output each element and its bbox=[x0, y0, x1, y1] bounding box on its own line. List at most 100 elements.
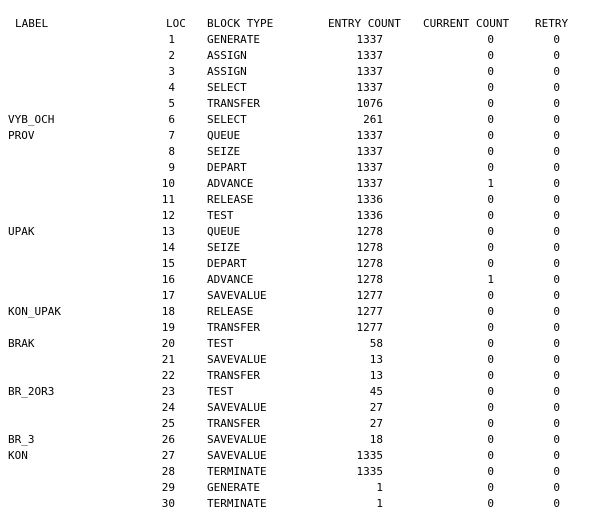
retry-count: 0 bbox=[553, 257, 560, 270]
entry-count: 45 bbox=[369, 385, 383, 398]
block-loc: 22 bbox=[161, 369, 175, 382]
entry-count: 1337 bbox=[356, 81, 384, 94]
entry-count: 1337 bbox=[356, 49, 384, 62]
current-count: 0 bbox=[487, 449, 494, 462]
retry-count: 0 bbox=[553, 481, 560, 494]
table-row: 10 ADVANCE 1337 1 0 bbox=[0, 176, 614, 192]
retry-count: 0 bbox=[553, 289, 560, 302]
block-loc: 21 bbox=[161, 353, 175, 366]
current-count: 0 bbox=[487, 481, 494, 494]
current-count: 0 bbox=[487, 433, 494, 446]
block-type: TRANSFER bbox=[207, 369, 260, 382]
block-loc: 19 bbox=[161, 321, 175, 334]
entry-count: 1277 bbox=[356, 321, 384, 334]
retry-count: 0 bbox=[553, 113, 560, 126]
block-loc: 8 bbox=[168, 145, 175, 158]
table-row: 30 TERMINATE 1 0 0 bbox=[0, 496, 614, 512]
table-row: 9 DEPART 1337 0 0 bbox=[0, 160, 614, 176]
block-type: RELEASE bbox=[207, 305, 254, 318]
current-count: 1 bbox=[487, 177, 494, 190]
entry-count: 1278 bbox=[356, 257, 384, 270]
block-label: KON_UPAK bbox=[8, 305, 61, 318]
block-type: SAVEVALUE bbox=[207, 433, 267, 446]
block-label: BR_2OR3 bbox=[8, 385, 55, 398]
block-label: BRAK bbox=[8, 337, 35, 350]
current-count: 0 bbox=[487, 161, 494, 174]
block-loc: 4 bbox=[168, 81, 175, 94]
entry-count: 1278 bbox=[356, 241, 384, 254]
entry-count: 13 bbox=[369, 369, 383, 382]
retry-count: 0 bbox=[553, 209, 560, 222]
retry-count: 0 bbox=[553, 433, 560, 446]
retry-count: 0 bbox=[553, 129, 560, 142]
block-loc: 10 bbox=[161, 177, 175, 190]
block-loc: 17 bbox=[161, 289, 175, 302]
block-type: DEPART bbox=[207, 161, 247, 174]
block-loc: 14 bbox=[161, 241, 175, 254]
table-row: 5 TRANSFER 1076 0 0 bbox=[0, 96, 614, 112]
current-count: 0 bbox=[487, 497, 494, 510]
block-type: TEST bbox=[207, 385, 234, 398]
current-count: 0 bbox=[487, 33, 494, 46]
block-loc: 15 bbox=[161, 257, 175, 270]
block-type: SEIZE bbox=[207, 145, 241, 158]
current-count: 0 bbox=[487, 353, 494, 366]
block-type: SAVEVALUE bbox=[207, 289, 267, 302]
entry-count: 1337 bbox=[356, 33, 384, 46]
current-count: 0 bbox=[487, 129, 494, 142]
header-loc: LOC bbox=[166, 17, 186, 30]
table-row: 19 TRANSFER 1277 0 0 bbox=[0, 320, 614, 336]
current-count: 1 bbox=[487, 273, 494, 286]
block-type: SAVEVALUE bbox=[207, 353, 267, 366]
table-row: 11 RELEASE 1336 0 0 bbox=[0, 192, 614, 208]
block-rows: 1 GENERATE 1337 0 0 2 ASSIGN 1337 0 0 3 ASSIGN 1337 0… bbox=[0, 32, 614, 512]
table-row: 3 ASSIGN 1337 0 0 bbox=[0, 64, 614, 80]
table-row: 12 TEST 1336 0 0 bbox=[0, 208, 614, 224]
entry-count: 1337 bbox=[356, 129, 384, 142]
block-type: TRANSFER bbox=[207, 417, 260, 430]
entry-count: 18 bbox=[369, 433, 383, 446]
retry-count: 0 bbox=[553, 225, 560, 238]
block-type: SAVEVALUE bbox=[207, 401, 267, 414]
retry-count: 0 bbox=[553, 353, 560, 366]
entry-count: 27 bbox=[369, 417, 383, 430]
table-row: 8 SEIZE 1337 0 0 bbox=[0, 144, 614, 160]
block-loc: 13 bbox=[161, 225, 175, 238]
block-type: SELECT bbox=[207, 113, 247, 126]
block-type: ADVANCE bbox=[207, 177, 254, 190]
block-loc: 1 bbox=[168, 33, 175, 46]
block-label: KON bbox=[8, 449, 28, 462]
table-row: 24 SAVEVALUE 27 0 0 bbox=[0, 400, 614, 416]
block-label: VYB_OCH bbox=[8, 113, 55, 126]
block-loc: 28 bbox=[161, 465, 175, 478]
table-row: 15 DEPART 1278 0 0 bbox=[0, 256, 614, 272]
entry-count: 1337 bbox=[356, 161, 384, 174]
entry-count: 1 bbox=[376, 481, 383, 494]
entry-count: 1336 bbox=[356, 193, 384, 206]
retry-count: 0 bbox=[553, 161, 560, 174]
entry-count: 1337 bbox=[356, 145, 384, 158]
retry-count: 0 bbox=[553, 401, 560, 414]
table-row: 29 GENERATE 1 0 0 bbox=[0, 480, 614, 496]
current-count: 0 bbox=[487, 209, 494, 222]
block-type: TERMINATE bbox=[207, 465, 267, 478]
retry-count: 0 bbox=[553, 145, 560, 158]
table-row: UPAK 13 QUEUE 1278 0 0 bbox=[0, 224, 614, 240]
table-row: 17 SAVEVALUE 1277 0 0 bbox=[0, 288, 614, 304]
block-type: TERMINATE bbox=[207, 497, 267, 510]
current-count: 0 bbox=[487, 289, 494, 302]
table-row: 16 ADVANCE 1278 1 0 bbox=[0, 272, 614, 288]
current-count: 0 bbox=[487, 321, 494, 334]
current-count: 0 bbox=[487, 49, 494, 62]
table-row: PROV 7 QUEUE 1337 0 0 bbox=[0, 128, 614, 144]
current-count: 0 bbox=[487, 113, 494, 126]
entry-count: 1277 bbox=[356, 305, 384, 318]
retry-count: 0 bbox=[553, 97, 560, 110]
block-type: TEST bbox=[207, 337, 234, 350]
block-type: RELEASE bbox=[207, 193, 254, 206]
current-count: 0 bbox=[487, 193, 494, 206]
entry-count: 1 bbox=[376, 497, 383, 510]
retry-count: 0 bbox=[553, 497, 560, 510]
retry-count: 0 bbox=[553, 33, 560, 46]
current-count: 0 bbox=[487, 97, 494, 110]
